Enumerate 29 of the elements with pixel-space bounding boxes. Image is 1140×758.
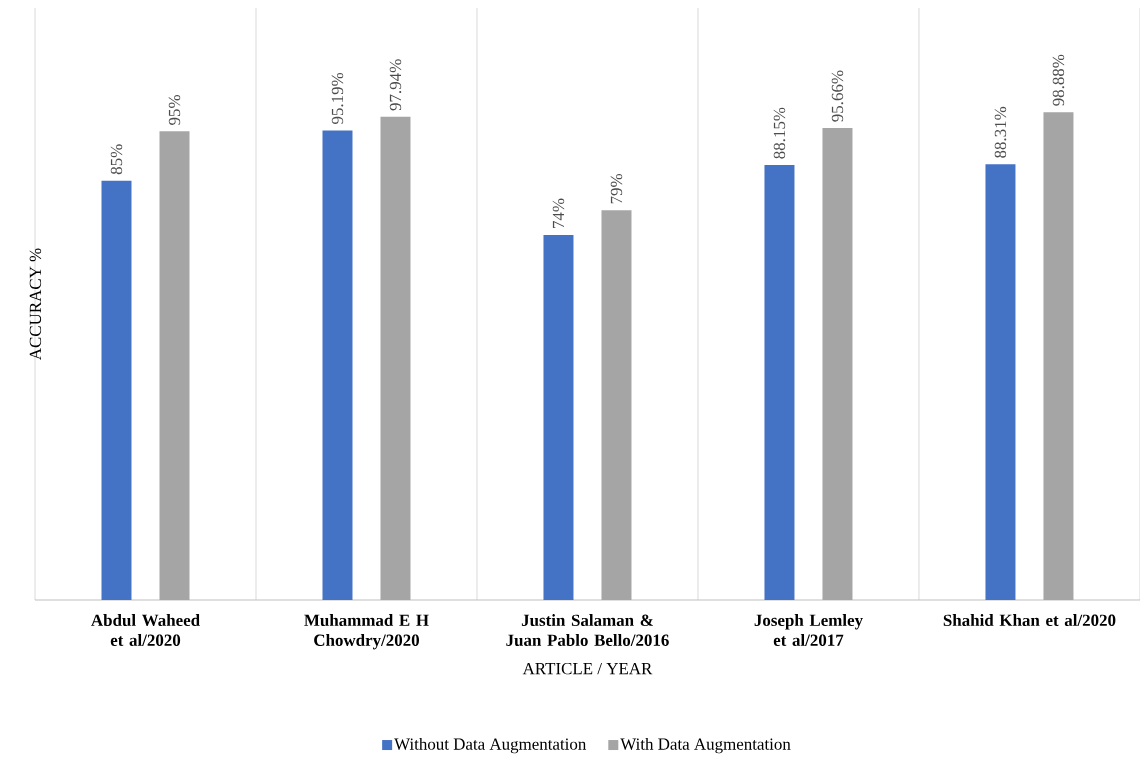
- bar: [101, 180, 132, 600]
- data-label: 97.94%: [389, 59, 402, 111]
- data-label: 95%: [168, 95, 181, 125]
- x-tick-label: Abdul Waheed et al/2020: [91, 614, 200, 646]
- bar: [1043, 112, 1074, 600]
- bar: [159, 131, 190, 600]
- data-label: 88.15%: [773, 107, 786, 159]
- data-label: 98.88%: [1052, 54, 1065, 106]
- data-label: 85%: [110, 144, 123, 175]
- bar: [322, 130, 353, 600]
- data-label: 88.31%: [994, 106, 1007, 158]
- legend-label: With Data Augmentation: [620, 737, 791, 754]
- bar: [601, 210, 632, 600]
- data-label: 95.66%: [831, 70, 844, 122]
- x-axis-title: ARTICLE / YEAR: [522, 662, 653, 675]
- bar: [380, 116, 411, 600]
- x-tick-label: Muhammad E H Chowdry/2020: [304, 614, 429, 650]
- data-label: 74%: [552, 198, 565, 228]
- bar: [543, 234, 574, 600]
- x-tick-label: Joseph Lemley et al/2017: [754, 614, 863, 646]
- x-tick-label: Shahid Khan et al/2020: [943, 614, 1116, 627]
- x-tick-label: Justin Salaman & Juan Pablo Bello/2016: [506, 614, 669, 646]
- y-axis-title: ACCURACY %: [29, 248, 42, 361]
- data-label: 95.19%: [331, 72, 344, 124]
- bar: [764, 165, 795, 600]
- data-label: 79%: [610, 173, 623, 204]
- bar: [985, 164, 1016, 600]
- bar: [822, 128, 853, 600]
- legend-label: Without Data Augmentation: [394, 737, 587, 754]
